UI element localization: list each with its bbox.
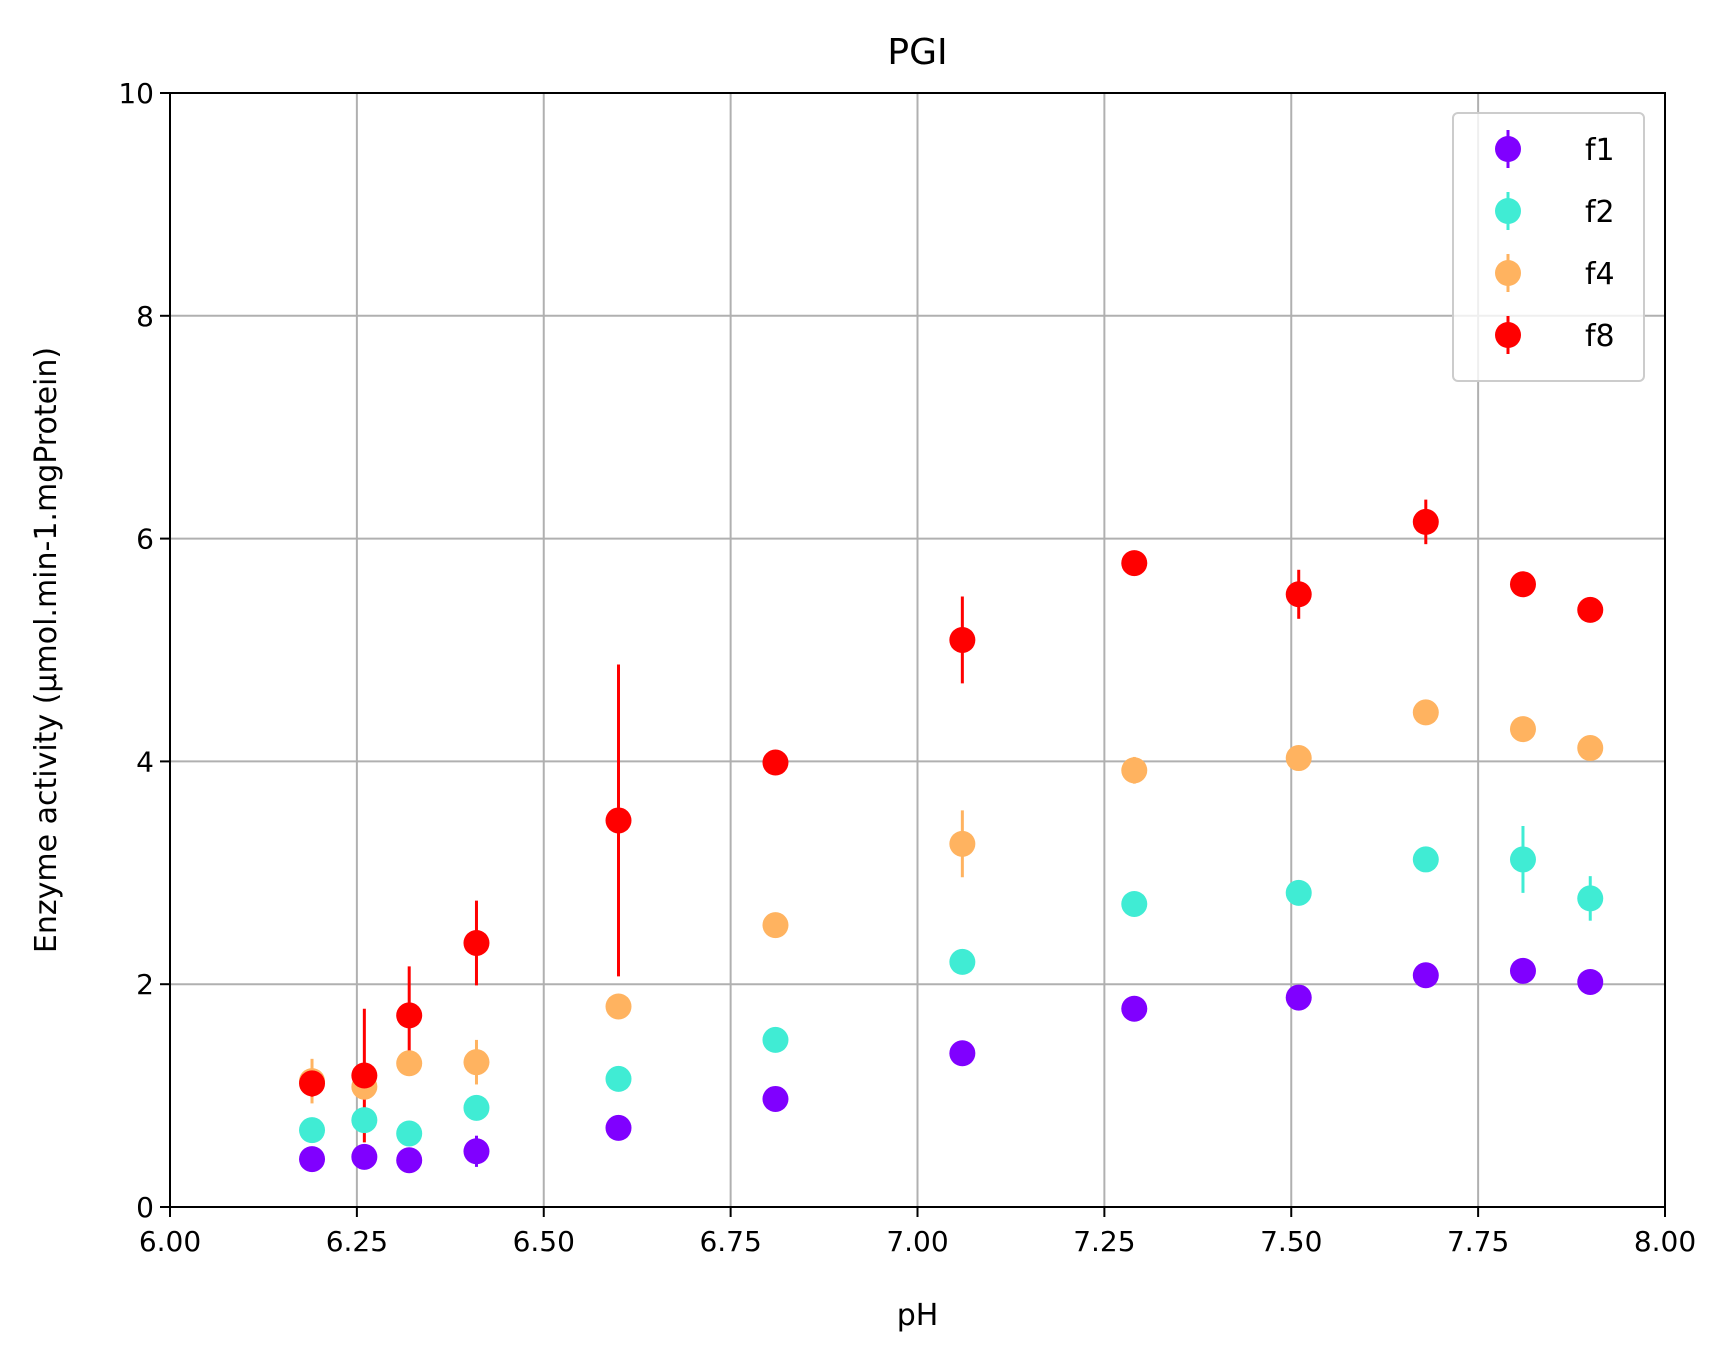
point-f8-10 <box>1509 571 1536 598</box>
legend-label-f8: f8 <box>1585 319 1615 354</box>
point-f2-2 <box>396 1120 423 1147</box>
point-f2-6 <box>949 948 976 975</box>
point-f2-4 <box>605 1065 632 1092</box>
point-f1-5 <box>762 1085 789 1112</box>
chart-title: PGI <box>887 32 947 73</box>
point-f2-5 <box>762 1026 789 1053</box>
legend-marker-f4 <box>1495 260 1521 286</box>
x-tick-label-2: 6.50 <box>513 1225 575 1258</box>
point-f4-9 <box>1412 699 1439 726</box>
point-f8-11 <box>1577 596 1604 623</box>
y-tick-label-4: 8 <box>136 300 154 333</box>
y-tick-label-2: 4 <box>136 745 154 778</box>
point-f1-1 <box>351 1143 378 1170</box>
legend-box <box>1452 112 1645 382</box>
point-f8-4 <box>605 807 632 834</box>
legend-label-f2: f2 <box>1585 195 1615 230</box>
point-f8-0 <box>299 1070 326 1097</box>
point-f1-4 <box>605 1114 632 1141</box>
x-axis-label: pH <box>897 1298 939 1333</box>
point-f1-10 <box>1509 957 1536 984</box>
legend-marker-f2 <box>1495 198 1521 224</box>
point-f4-11 <box>1577 735 1604 762</box>
legend-label-f1: f1 <box>1585 133 1615 168</box>
point-f4-8 <box>1285 745 1312 772</box>
x-tick-label-4: 7.00 <box>886 1225 948 1258</box>
point-f4-5 <box>762 912 789 939</box>
point-f8-9 <box>1412 508 1439 535</box>
legend-label-f4: f4 <box>1585 257 1615 292</box>
point-f8-2 <box>396 1002 423 1029</box>
legend: f1 f2 f4 f8 <box>1452 112 1645 382</box>
point-f2-7 <box>1121 890 1148 917</box>
point-f8-6 <box>949 626 976 653</box>
point-f2-11 <box>1577 885 1604 912</box>
x-tick-label-6: 7.50 <box>1260 1225 1322 1258</box>
point-f2-3 <box>463 1094 490 1121</box>
point-f1-9 <box>1412 962 1439 989</box>
point-f4-2 <box>396 1050 423 1077</box>
point-f1-0 <box>299 1146 326 1173</box>
point-f4-4 <box>605 993 632 1020</box>
point-f2-10 <box>1509 846 1536 873</box>
point-f8-3 <box>463 929 490 956</box>
legend-marker-f8 <box>1495 322 1521 348</box>
point-f8-7 <box>1121 550 1148 577</box>
point-f8-8 <box>1285 581 1312 608</box>
y-tick-label-3: 6 <box>136 523 154 556</box>
y-axis-label: Enzyme activity (μmol.min-1.mgProtein) <box>29 347 64 953</box>
point-f4-7 <box>1121 757 1148 784</box>
data-points <box>299 508 1604 1174</box>
point-f4-3 <box>463 1049 490 1076</box>
y-tick-label-1: 2 <box>136 968 154 1001</box>
point-f1-2 <box>396 1147 423 1174</box>
point-f8-1 <box>351 1062 378 1089</box>
x-tick-label-3: 6.75 <box>699 1225 761 1258</box>
y-tick-label-0: 0 <box>136 1191 154 1224</box>
x-tick-label-7: 7.75 <box>1447 1225 1509 1258</box>
point-f1-6 <box>949 1040 976 1067</box>
point-f2-9 <box>1412 846 1439 873</box>
point-f8-5 <box>762 749 789 776</box>
point-f1-11 <box>1577 968 1604 995</box>
legend-marker-f1 <box>1495 136 1521 162</box>
point-f2-8 <box>1285 879 1312 906</box>
x-tick-label-8: 8.00 <box>1634 1225 1696 1258</box>
x-tick-label-5: 7.25 <box>1073 1225 1135 1258</box>
x-tick-label-0: 6.00 <box>139 1225 201 1258</box>
y-tick-label-5: 10 <box>118 77 154 110</box>
point-f1-8 <box>1285 984 1312 1011</box>
x-tick-label-1: 6.25 <box>326 1225 388 1258</box>
point-f4-10 <box>1509 716 1536 743</box>
axis-ticks: 6.00 6.25 6.50 6.75 7.00 7.25 7.50 7.75 8.00 0 2 4 6… <box>118 77 1696 1258</box>
point-f2-1 <box>351 1107 378 1134</box>
point-f1-3 <box>463 1138 490 1165</box>
point-f1-7 <box>1121 995 1148 1022</box>
point-f2-0 <box>299 1117 326 1144</box>
point-f4-6 <box>949 830 976 857</box>
